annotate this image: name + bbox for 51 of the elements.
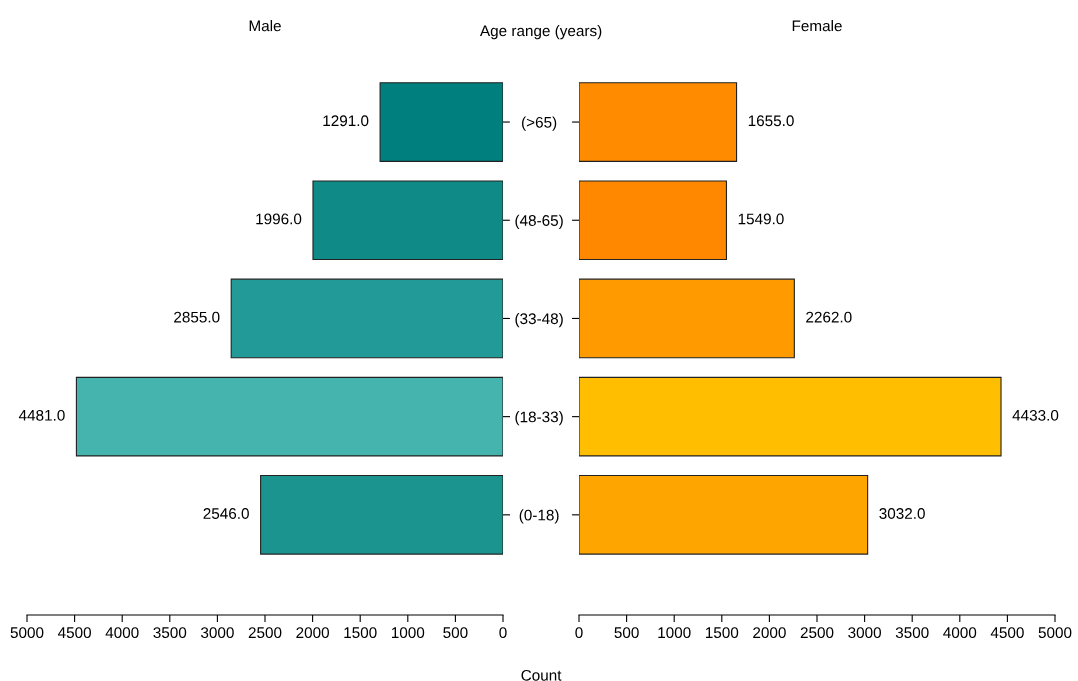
x-tick-label: 2500 bbox=[800, 627, 834, 639]
x-tick-label: 500 bbox=[443, 627, 468, 639]
data-label: 1291.0 bbox=[323, 115, 369, 127]
x-tick-label: 5000 bbox=[1038, 627, 1072, 639]
chart-title: Male bbox=[249, 20, 281, 32]
y-tick-label: (>65) bbox=[522, 116, 557, 131]
data-label: 3032.0 bbox=[879, 508, 925, 519]
data-label: 1549.0 bbox=[738, 213, 784, 225]
x-tick-label: 2000 bbox=[753, 627, 786, 639]
x-tick-label: 1000 bbox=[658, 627, 691, 639]
data-label: 2262.0 bbox=[806, 311, 852, 323]
bar bbox=[312, 180, 503, 261]
bar bbox=[579, 180, 728, 261]
x-tick-label: 1000 bbox=[391, 627, 425, 639]
x-tick-label: 4500 bbox=[57, 627, 91, 639]
y-tick-label: (33-48) bbox=[515, 312, 563, 328]
data-label: 4433.0 bbox=[1012, 409, 1059, 421]
y-tick-label: (18-33) bbox=[515, 411, 563, 426]
bar bbox=[260, 475, 503, 555]
bar bbox=[230, 278, 503, 359]
x-tick-label: 0 bbox=[575, 627, 583, 639]
x-tick-label: 4500 bbox=[990, 627, 1024, 639]
x-tick-label: 4000 bbox=[105, 627, 139, 639]
x-tick-label: 2500 bbox=[248, 627, 282, 639]
x-tick-label: 0 bbox=[499, 627, 507, 639]
bar bbox=[579, 376, 1002, 457]
bar bbox=[75, 376, 503, 457]
data-label: 2855.0 bbox=[174, 311, 220, 323]
x-tick-label: 3000 bbox=[200, 627, 234, 639]
data-label: 4481.0 bbox=[18, 409, 65, 421]
data-label: 1996.0 bbox=[256, 213, 302, 225]
y-tick-label: (48-65) bbox=[515, 214, 563, 229]
x-tick-label: 1500 bbox=[344, 627, 377, 639]
x-tick-label: 5000 bbox=[10, 627, 44, 639]
y-axis-title: Age range (years) bbox=[479, 25, 602, 40]
y-tick-label: (0-18) bbox=[519, 509, 559, 524]
x-tick-label: 4000 bbox=[943, 627, 977, 639]
x-axis-title: Count bbox=[521, 669, 562, 681]
data-label: 2546.0 bbox=[203, 508, 249, 519]
bar bbox=[579, 82, 738, 162]
data-label: 1655.0 bbox=[748, 115, 794, 127]
x-tick-label: 3500 bbox=[895, 627, 929, 639]
x-tick-label: 2000 bbox=[296, 627, 329, 639]
bar bbox=[579, 475, 869, 555]
bar bbox=[579, 278, 795, 359]
x-tick-label: 1500 bbox=[705, 627, 739, 639]
x-tick-label: 3000 bbox=[848, 627, 881, 639]
chart-title: Female bbox=[792, 20, 842, 32]
x-tick-label: 500 bbox=[614, 627, 639, 639]
bar bbox=[379, 82, 503, 162]
x-tick-label: 3500 bbox=[153, 627, 187, 639]
